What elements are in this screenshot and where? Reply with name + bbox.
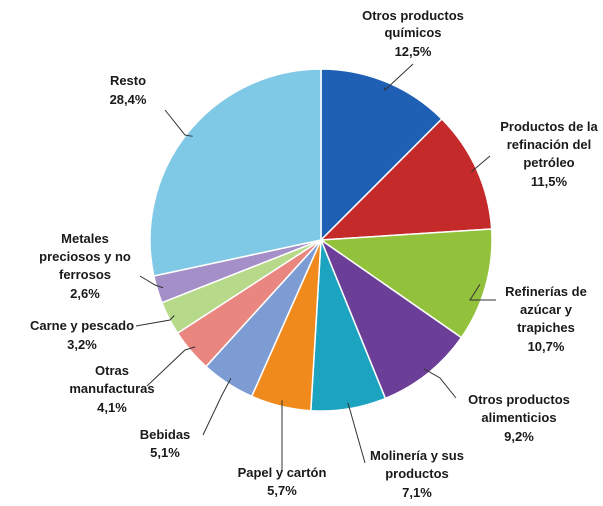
leader-line-4 xyxy=(423,368,457,399)
leader-line-9 xyxy=(135,315,175,327)
leader-line-7 xyxy=(202,378,232,436)
slice-value-4: 9,2% xyxy=(504,429,534,444)
slice-label-2-line-1: Productos de la xyxy=(500,119,598,134)
slice-label-8-line-1: Otras xyxy=(95,363,129,378)
slice-label-4-line-1: Otros productos xyxy=(468,392,570,407)
slice-value-6: 5,7% xyxy=(267,483,297,498)
leader-line-5 xyxy=(347,402,366,464)
slice-label-8-line-2: manufacturas xyxy=(69,381,154,396)
slice-label-3-line-3: trapiches xyxy=(517,320,575,335)
slice-value-11: 28,4% xyxy=(110,92,147,107)
slice-label-6-line-1: Papel y cartón xyxy=(238,465,327,480)
pie-slice-4 xyxy=(319,237,463,400)
slice-value-7: 5,1% xyxy=(150,445,180,460)
slice-value-10: 2,6% xyxy=(70,286,100,301)
slice-label-4-line-2: alimenticios xyxy=(481,410,556,425)
slice-label-5-line-1: Molinería y sus xyxy=(370,448,464,463)
leader-lines xyxy=(135,63,496,470)
slice-value-5: 7,1% xyxy=(402,485,432,500)
leader-line-11 xyxy=(164,109,193,137)
pie-slice-1 xyxy=(320,68,443,242)
slice-label-10-line-2: preciosos y no xyxy=(39,249,131,264)
slice-label-10-line-3: ferrosos xyxy=(59,267,111,282)
slice-label-7-line-1: Bebidas xyxy=(140,427,191,442)
slice-labels: Otros productos químicos 12,5% Productos de… xyxy=(30,8,599,500)
slice-value-1: 12,5% xyxy=(395,44,432,59)
leader-line-10 xyxy=(139,275,164,289)
slice-label-5-line-2: productos xyxy=(385,466,449,481)
leader-line-1 xyxy=(383,63,414,91)
pie-slice-2 xyxy=(319,117,493,241)
slice-value-9: 3,2% xyxy=(67,337,97,352)
slice-label-3-line-1: Refinerías de xyxy=(505,284,587,299)
pie-slices xyxy=(149,68,493,412)
leader-line-8 xyxy=(146,346,196,387)
slice-value-3: 10,7% xyxy=(528,339,565,354)
slice-label-1-line-2: químicos xyxy=(384,25,441,40)
slice-label-11-line-1: Resto xyxy=(110,73,146,88)
slice-label-2-line-2: refinación del xyxy=(507,137,592,152)
slice-label-9-line-1: Carne y pescado xyxy=(30,318,134,333)
slice-value-2: 11,5% xyxy=(531,174,568,189)
leader-line-2 xyxy=(470,155,491,173)
slice-label-1-line-1: Otros productos xyxy=(362,8,464,23)
pie-slice-3 xyxy=(318,228,493,339)
slice-label-10-line-1: Metales xyxy=(61,231,109,246)
slice-label-3-line-2: azúcar y xyxy=(520,302,573,317)
leader-line-3 xyxy=(469,283,496,301)
pie-slice-11 xyxy=(149,68,322,277)
slice-value-8: 4,1% xyxy=(97,400,127,415)
slice-label-2-line-3: petróleo xyxy=(523,155,574,170)
